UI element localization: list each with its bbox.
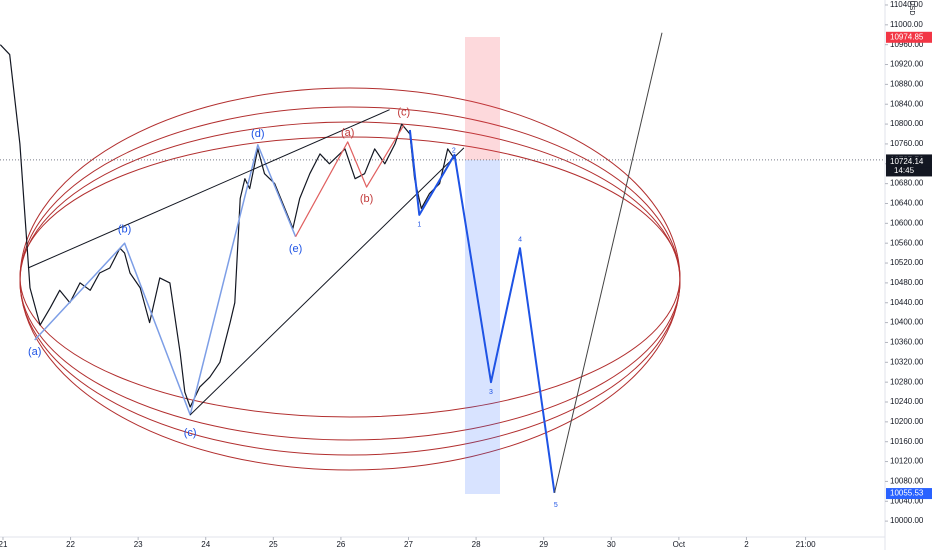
price-marker-label: 10974.85 [890,32,924,41]
x-tick-label: 24 [201,540,210,549]
x-tick-label: 29 [539,540,548,549]
price-marker [886,156,932,168]
y-tick-label: 10040.00 [890,496,924,505]
x-tick-label: 28 [472,540,481,549]
line-series [27,109,390,269]
line-series [189,147,465,416]
y-tick-label: 10200.00 [890,417,924,426]
y-tick-label: 10000.00 [890,516,924,525]
y-tick-label: 10320.00 [890,357,924,366]
wave-label: 1 [417,222,421,229]
wave-label: (a) [28,346,41,358]
wave-label: (b) [118,224,131,236]
line-series [0,44,455,408]
y-tick-label: 10880.00 [890,79,924,88]
y-tick-label: 10640.00 [890,199,924,208]
y-tick-label: 10480.00 [890,278,924,287]
price-marker-label: 10724.14 [890,157,924,166]
y-tick-label: 10600.00 [890,218,924,227]
y-tick-label: 10080.00 [890,477,924,486]
y-tick-label: 10440.00 [890,298,924,307]
y-tick-label: 10400.00 [890,318,924,327]
price-marker [886,488,932,500]
wave-label: (c) [184,427,197,439]
x-tick-label: 23 [134,540,143,549]
wave-label: 2 [452,148,456,155]
wave-label: 3 [489,389,493,396]
x-tick-label: Oct [673,540,686,549]
wave-label: 4 [518,237,522,244]
x-tick-label: 22 [66,540,75,549]
x-tick-label: 30 [607,540,616,549]
y-tick-label: 10360.00 [890,338,924,347]
x-tick-label: 2 [744,540,749,549]
y-tick-label: 10120.00 [890,457,924,466]
wave-label: (e) [289,243,302,255]
x-tick-label: 26 [336,540,345,549]
x-tick-label: 21 [0,540,8,549]
countdown: 14:45 [894,166,915,175]
line-series [408,129,556,493]
wave-label: 5 [554,502,558,509]
x-tick-label: 27 [404,540,413,549]
x-tick-label: 21:00 [796,540,817,549]
y-tick-label: 10840.00 [890,99,924,108]
y-tick-label: 10520.00 [890,258,924,267]
ellipse [19,136,681,418]
line-series [295,124,405,237]
currency: USD [908,1,915,16]
target-zone [465,37,500,160]
y-tick-label: 10280.00 [890,377,924,386]
wave-label: (b) [360,193,373,205]
y-tick-label: 11040.00 [890,0,923,9]
price-marker-label: 10055.53 [890,489,924,498]
y-tick-label: 10160.00 [890,437,924,446]
y-tick-label: 10920.00 [890,60,924,69]
y-tick-label: 10240.00 [890,397,924,406]
y-tick-label: 10960.00 [890,40,924,49]
line-series [554,32,663,493]
price-marker [886,31,932,43]
y-tick-label: 10800.00 [890,119,924,128]
ellipses [19,87,681,471]
wave-label: (a) [341,127,354,139]
wave-label: (c) [397,107,410,119]
wave-label: (d) [251,128,264,140]
y-tick-label: 10760.00 [890,139,924,148]
y-tick-label: 10680.00 [890,179,924,188]
y-tick-label: 10560.00 [890,238,924,247]
y-tick-label: 11000.00 [890,20,923,29]
x-tick-label: 25 [269,540,278,549]
